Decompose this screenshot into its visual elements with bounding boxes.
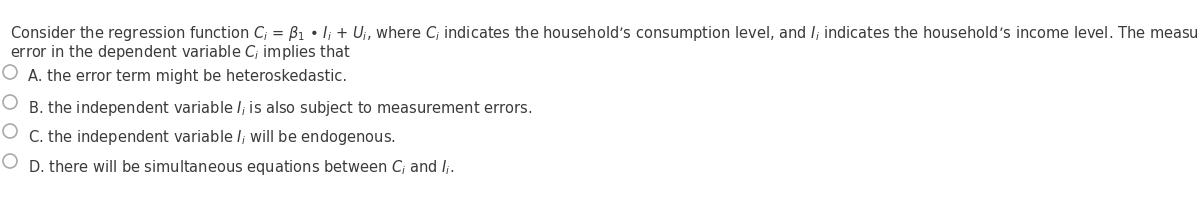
Text: B. the independent variable $I_i$ is also subject to measurement errors.: B. the independent variable $I_i$ is als… <box>28 99 533 118</box>
Text: Consider the regression function $C_i$ = $\beta_1$ • $I_i$ + $U_i$, where $C_i$ : Consider the regression function $C_i$ =… <box>10 24 1200 43</box>
Text: A. the error term might be heteroskedastic.: A. the error term might be heteroskedast… <box>28 69 347 84</box>
Text: C. the independent variable $I_i$ will be endogenous.: C. the independent variable $I_i$ will b… <box>28 128 396 147</box>
Text: error in the dependent variable $C_i$ implies that: error in the dependent variable $C_i$ im… <box>10 43 352 62</box>
Text: D. there will be simultaneous equations between $C_i$ and $I_i$.: D. there will be simultaneous equations … <box>28 158 455 177</box>
